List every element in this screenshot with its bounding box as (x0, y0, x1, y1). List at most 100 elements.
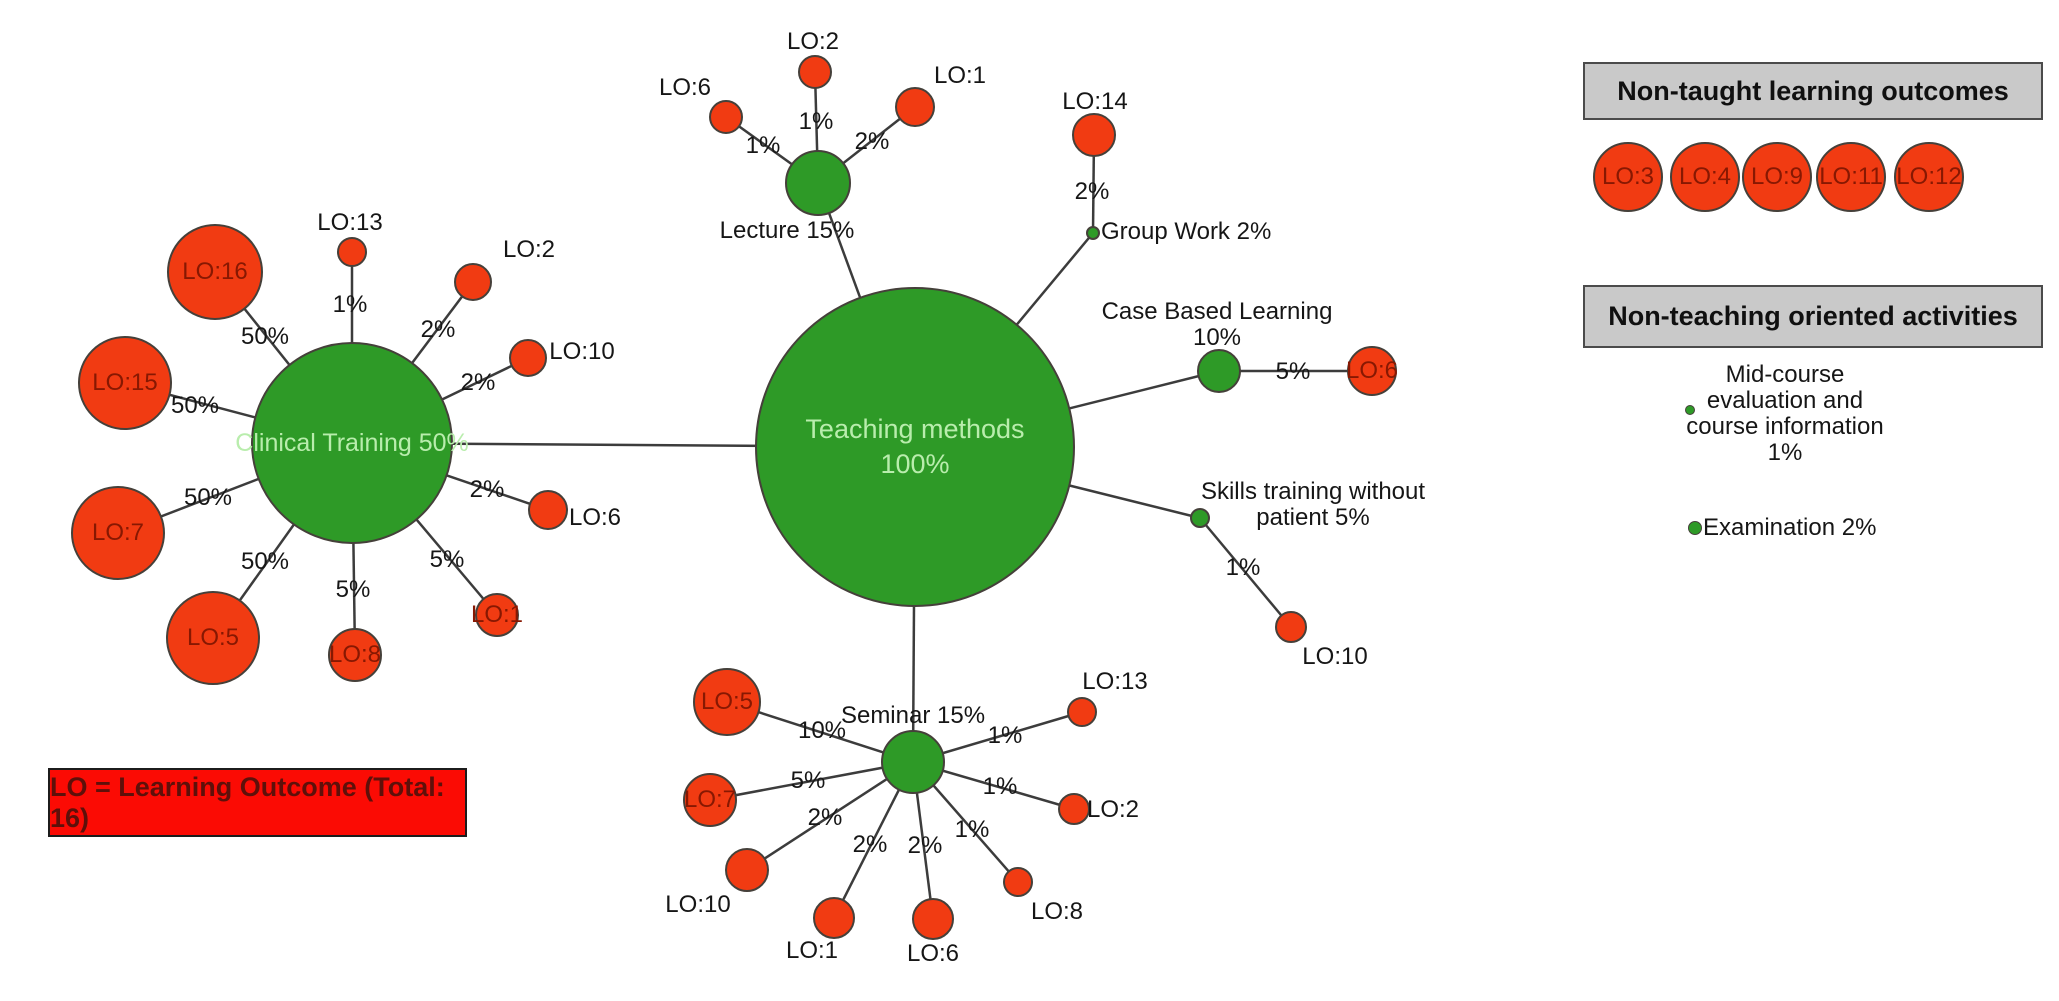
pct-seminar-lo10: 2% (807, 804, 843, 831)
lecture-label: Lecture 15% (719, 217, 855, 244)
legend-examination-dot (1688, 521, 1702, 535)
node-lo10-seminar (725, 848, 769, 892)
connector (709, 760, 914, 802)
node-lo2-seminar-label: LO:2 (1086, 796, 1140, 823)
legend-node-lo11: LO:11 (1816, 142, 1886, 212)
node-lo13-seminar (1067, 697, 1097, 727)
hub-clinical-training-label: Clinical Training 50% (235, 428, 469, 457)
node-lo6-seminar-label: LO:6 (906, 940, 960, 967)
node-lo1-clinical: LO:1 (471, 593, 523, 637)
node-lo2-clinical-label: LO:2 (502, 236, 556, 263)
node-lo2-lecture (798, 55, 832, 89)
pct-case-lo6: 5% (1275, 358, 1311, 385)
node-lo6-case: LO:6 (1345, 346, 1399, 396)
node-lo7-clinical: LO:7 (71, 486, 165, 580)
node-lo1-seminar (813, 897, 855, 939)
pct-lecture-lo2: 1% (798, 108, 834, 135)
node-lo8-seminar-label: LO:8 (1030, 898, 1084, 925)
pct-group-lo14: 2% (1074, 178, 1110, 205)
node-lo8-clinical: LO:8 (328, 628, 382, 682)
hub-lecture (785, 150, 851, 216)
legend-examination-label: Examination 2% (1703, 514, 1877, 541)
node-lo1-lecture-label: LO:1 (933, 62, 987, 89)
node-lo5-seminar: LO:5 (693, 668, 761, 736)
node-lo2-clinical (454, 263, 492, 301)
legend-node-lo9-label: LO:9 (1750, 163, 1804, 190)
connector (746, 760, 914, 872)
legend-midcourse-dot (1685, 405, 1695, 415)
legend-non-teaching-header: Non-teaching oriented activities (1583, 285, 2043, 348)
legend-non-taught-header: Non-taught learning outcomes (1583, 62, 2043, 120)
node-lo5-clinical-label: LO:5 (186, 624, 240, 651)
node-lo10-seminar-label: LO:10 (665, 891, 731, 918)
node-lo1-lecture (895, 87, 935, 127)
pct-clinical-lo8: 5% (335, 576, 371, 603)
legend-node-lo3: LO:3 (1593, 142, 1663, 212)
legend-non-taught-title: Non-taught learning outcomes (1617, 75, 2009, 106)
node-lo15-label: LO:15 (92, 369, 158, 396)
node-lo7-clinical-label: LO:7 (91, 519, 145, 546)
hub-clinical-training: Clinical Training 50% (235, 342, 469, 544)
pct-clinical-lo1: 5% (429, 546, 465, 573)
node-lo7-seminar: LO:7 (683, 773, 737, 827)
node-lo7-seminar-label: LO:7 (683, 786, 737, 813)
node-lo6-lecture (709, 100, 743, 134)
pct-clinical-lo15: 50% (170, 392, 220, 419)
pct-clinical-lo16: 50% (240, 323, 290, 350)
pct-clinical-lo7: 50% (183, 484, 233, 511)
node-lo6-clinical-label: LO:6 (568, 504, 622, 531)
connector (1199, 517, 1292, 628)
pct-seminar-lo7: 5% (790, 767, 826, 794)
group-work-label: Group Work 2% (1101, 218, 1272, 245)
pct-clinical-lo6: 2% (469, 476, 505, 503)
node-lo6-case-label: LO:6 (1345, 357, 1399, 384)
node-lo6-lecture-label: LO:6 (658, 74, 712, 101)
node-lo2-seminar (1058, 793, 1090, 825)
pct-seminar-lo1: 2% (852, 831, 888, 858)
hub-teaching-methods: Teaching methods 100% (755, 287, 1075, 607)
hub-seminar (881, 730, 945, 794)
node-lo10-clinical (509, 339, 547, 377)
pct-clinical-lo5: 50% (240, 548, 290, 575)
node-lo2-lecture-label: LO:2 (786, 28, 840, 55)
node-lo6-seminar (912, 898, 954, 940)
legend-node-lo4: LO:4 (1670, 142, 1740, 212)
pct-seminar-lo8: 1% (954, 816, 990, 843)
pct-clinical-lo10: 2% (460, 369, 496, 396)
pct-lecture-lo6: 1% (745, 132, 781, 159)
node-lo10-skills-label: LO:10 (1302, 643, 1368, 670)
node-lo6-clinical (528, 490, 568, 530)
hub-skills-training (1190, 508, 1210, 528)
legend-midcourse-label: Mid-course evaluation and course informa… (1686, 361, 1884, 466)
legend-node-lo11-label: LO:11 (1819, 163, 1883, 190)
hub-teaching-methods-label: Teaching methods 100% (805, 413, 1025, 479)
note-label: LO = Learning Outcome (Total: 16) (50, 771, 445, 833)
legend-node-lo12-label: LO:12 (1896, 163, 1962, 190)
node-lo10-clinical-label: LO:10 (549, 338, 615, 365)
node-lo10-skills (1275, 611, 1307, 643)
legend-node-lo9: LO:9 (1742, 142, 1812, 212)
hub-group-work-dot (1086, 226, 1100, 240)
pct-clinical-lo13: 1% (332, 291, 368, 318)
seminar-label: Seminar 15% (840, 702, 986, 729)
case-based-label: Case Based Learning 10% (1101, 298, 1333, 351)
pct-seminar-lo13: 1% (987, 722, 1023, 749)
pct-seminar-lo6: 2% (907, 832, 943, 859)
node-lo1-clinical-label: LO:1 (470, 601, 524, 628)
node-lo1-seminar-label: LO:1 (785, 937, 839, 964)
node-lo8-clinical-label: LO:8 (328, 641, 382, 668)
hub-case-based-learning (1197, 349, 1241, 393)
pct-clinical-lo2: 2% (420, 316, 456, 343)
node-lo8-seminar (1003, 867, 1033, 897)
node-lo14 (1072, 113, 1116, 157)
node-lo13-clinical-label: LO:13 (317, 209, 383, 236)
node-lo13-clinical (337, 237, 367, 267)
node-lo16: LO:16 (167, 224, 263, 320)
node-lo5-seminar-label: LO:5 (700, 688, 754, 715)
skills-training-label: Skills training without patient 5% (1200, 478, 1426, 531)
legend-node-lo4-label: LO:4 (1678, 163, 1732, 190)
node-lo5-clinical: LO:5 (166, 591, 260, 685)
pct-seminar-lo5: 10% (797, 717, 847, 744)
pct-skills-lo10: 1% (1225, 554, 1261, 581)
